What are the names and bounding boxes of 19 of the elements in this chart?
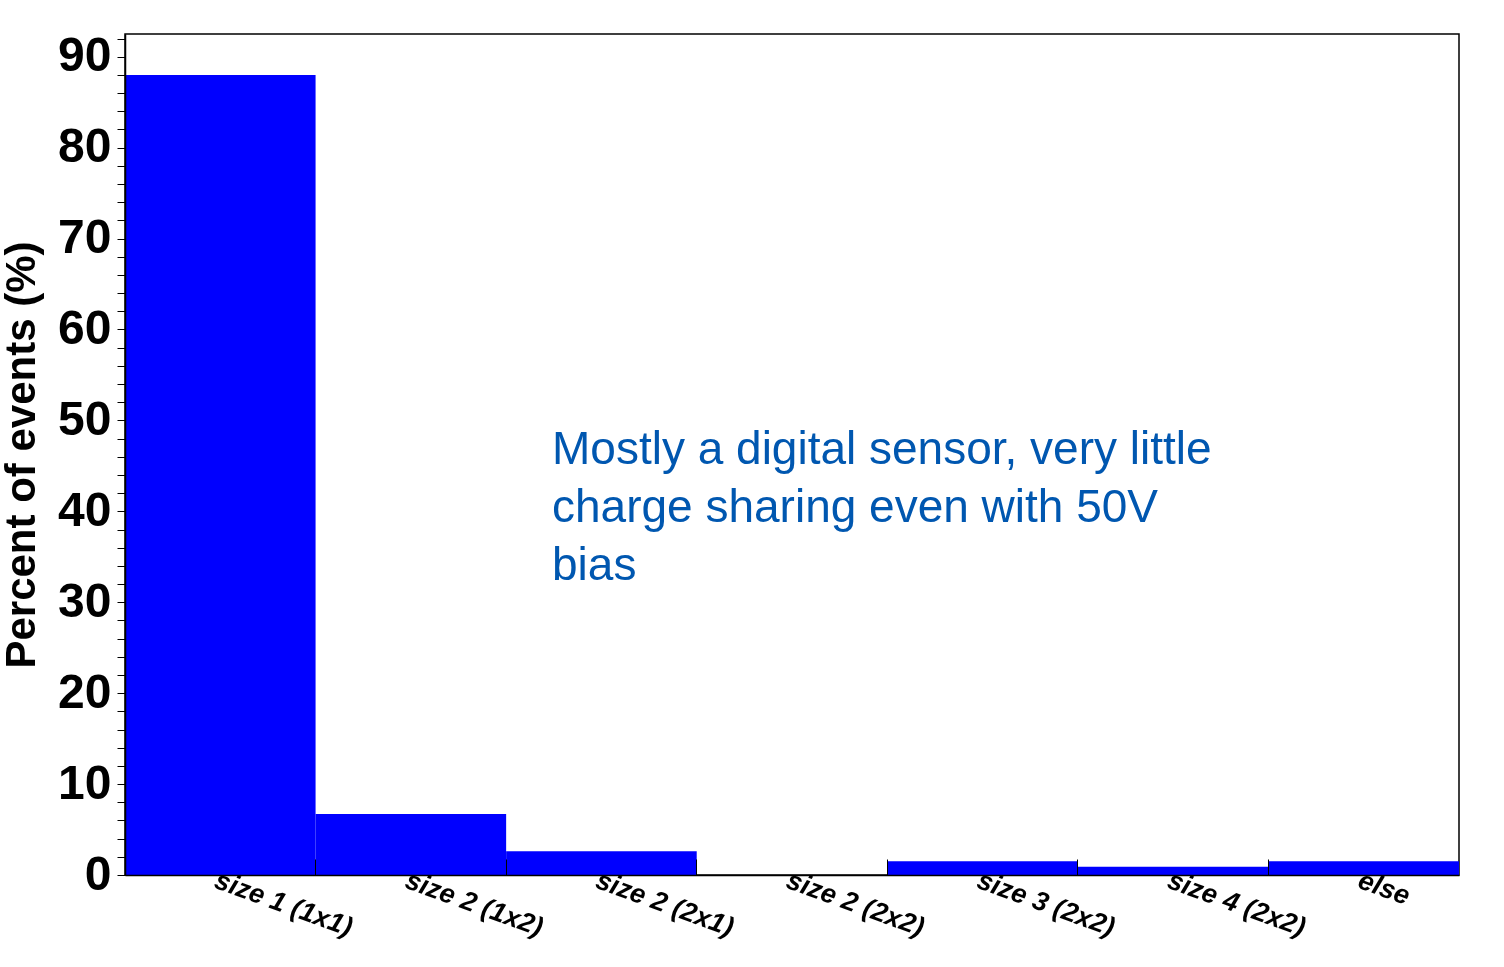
x-tick-label: size 1 (1x1) (211, 864, 357, 943)
y-tick-label: 80 (58, 119, 112, 173)
y-tick-label: 20 (58, 664, 112, 718)
x-tick-label: size 2 (1x2) (401, 864, 548, 943)
y-tick-label: 0 (84, 846, 112, 900)
y-tick-label: 70 (58, 210, 112, 264)
y-tick-label: 90 (58, 28, 112, 82)
y-tick-label: 60 (58, 300, 112, 354)
y-axis-title: Percent of events (%) (0, 241, 45, 669)
x-tick-label: size 2 (2x1) (592, 864, 738, 943)
y-tick-label: 50 (58, 391, 112, 445)
x-tick-label: else (1354, 864, 1415, 911)
x-tick-label: size 3 (2x2) (973, 864, 1119, 943)
y-tick-label: 30 (58, 573, 112, 627)
annotation: Mostly a digital sensor, very little charge sharing even with 50V bias (552, 422, 1212, 590)
y-tick-label: 40 (58, 482, 112, 536)
x-tick-label: size 4 (2x2) (1163, 864, 1310, 943)
y-tick-label: 10 (58, 755, 112, 809)
x-tick-label: size 2 (2x2) (782, 864, 929, 943)
